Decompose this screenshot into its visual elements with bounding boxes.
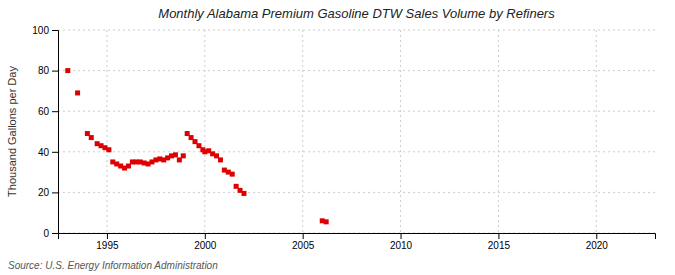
grid-line-y: [58, 192, 655, 193]
tick-label: 40: [38, 147, 50, 158]
grid-line-y: [58, 70, 655, 71]
tick-label: 2020: [586, 240, 609, 251]
grid-line-x: [302, 30, 303, 233]
grid-line-x: [596, 30, 597, 233]
tick-mark: [52, 233, 58, 234]
tick-mark: [596, 233, 597, 239]
point: [65, 68, 70, 73]
axis-line: [59, 234, 656, 240]
tick: 1995: [96, 233, 119, 251]
point: [89, 135, 94, 140]
tick-label: 2005: [292, 240, 315, 251]
point: [181, 153, 186, 158]
tick-label: 100: [32, 25, 49, 36]
point: [241, 191, 246, 196]
tick: 2020: [586, 233, 609, 251]
tick-label: 80: [38, 65, 50, 76]
tick-mark: [52, 111, 58, 112]
tick-label: 20: [38, 187, 50, 198]
tick-mark: [52, 71, 58, 72]
point: [230, 172, 235, 177]
tick-mark: [107, 233, 108, 239]
y-axis-title: Thousand Gallons per Day: [6, 66, 18, 197]
tick: 100: [32, 25, 58, 36]
title: Monthly Alabama Premium Gasoline DTW Sal…: [158, 6, 555, 21]
axis-line: [52, 31, 59, 234]
tick-label: 2010: [390, 240, 413, 251]
tick-mark: [303, 233, 304, 239]
tick-mark: [498, 233, 499, 239]
grid-line-x: [498, 30, 499, 233]
tick: 2015: [488, 233, 511, 251]
tick-mark: [205, 233, 206, 239]
grid-line-x: [204, 30, 205, 233]
tick: 40: [38, 147, 58, 158]
point: [173, 152, 178, 157]
tick-mark: [52, 152, 58, 153]
x-axis: 1995 2000 2005 2010 2015 2020: [59, 233, 656, 251]
tick: 2005: [292, 233, 315, 251]
grid: [58, 30, 655, 233]
grid-line-y: [58, 151, 655, 152]
source-note: Source: U.S. Energy Information Administ…: [8, 260, 218, 271]
tick-mark: [401, 233, 402, 239]
tick-label: 2015: [488, 240, 511, 251]
grid-line-y: [58, 111, 655, 112]
tick-mark: [52, 30, 58, 31]
point: [75, 90, 80, 95]
tick-label: 0: [43, 228, 49, 239]
y-axis: 0 20 40 60 80 100: [32, 25, 58, 239]
tick: 20: [38, 187, 58, 198]
tick-mark: [52, 192, 58, 193]
tick-label: 2000: [194, 240, 217, 251]
point: [324, 219, 329, 224]
tick: 2000: [194, 233, 217, 251]
grid-line-x: [106, 30, 107, 233]
grid-line-y: [58, 30, 655, 31]
tick-label: 60: [38, 106, 50, 117]
point: [218, 157, 223, 162]
plot: 1995 2000 2005 2010 2015 2020 0 20 40 60 80 100: [32, 25, 655, 251]
point: [106, 147, 111, 152]
tick: 2010: [390, 233, 413, 251]
chart: 1995 2000 2005 2010 2015 2020 0 20 40 60 80 100 Mont…: [0, 0, 675, 275]
tick: 60: [38, 106, 58, 117]
tick: 80: [38, 65, 58, 76]
points: [65, 68, 328, 224]
tick: 0: [43, 228, 58, 239]
tick-label: 1995: [96, 240, 119, 251]
grid-line-x: [400, 30, 401, 233]
